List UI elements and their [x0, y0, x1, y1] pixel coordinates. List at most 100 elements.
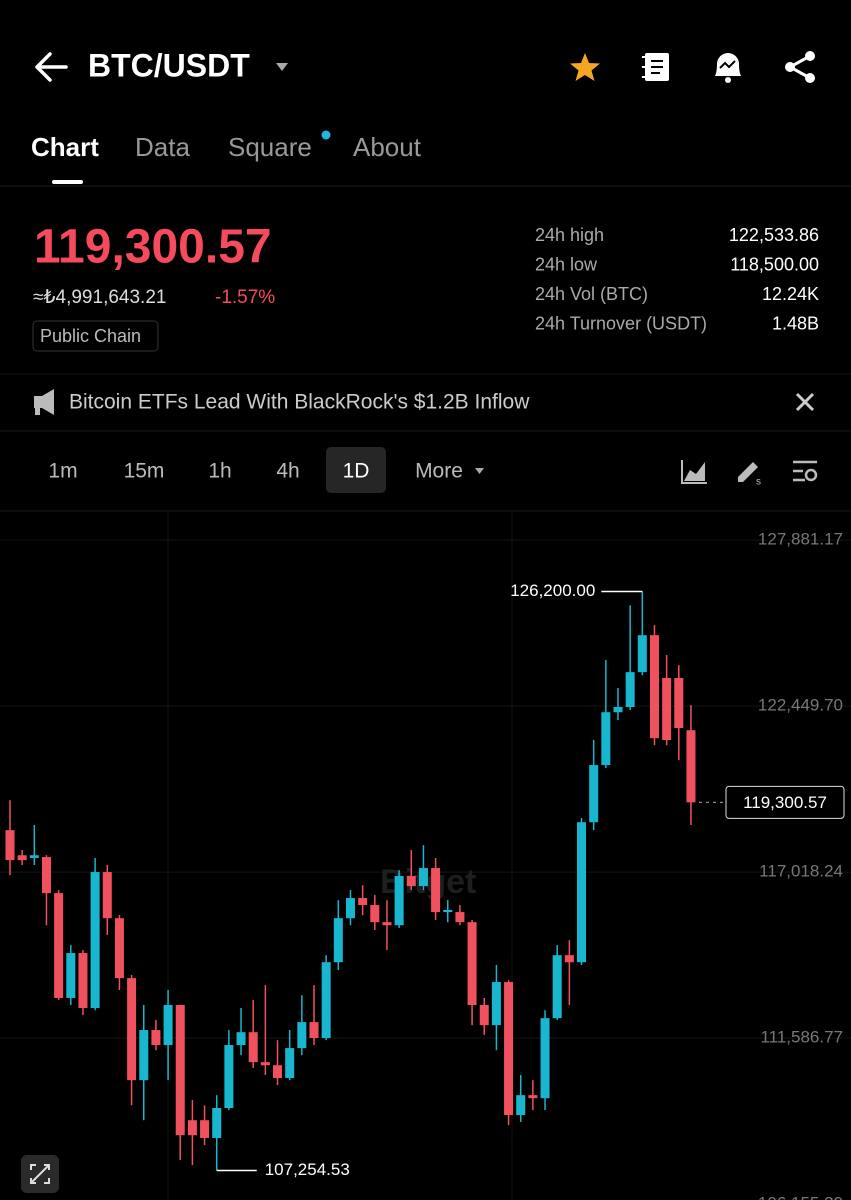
watermark: Bitget: [380, 863, 476, 901]
candle-body: [224, 1045, 234, 1108]
favorite-icon[interactable]: [570, 53, 600, 81]
candle-body: [491, 982, 501, 1026]
news-icon: [34, 389, 54, 415]
pair-title[interactable]: BTC/USDT: [88, 47, 250, 83]
stat-value: 12.24K: [762, 284, 819, 304]
tab[interactable]: Data: [135, 132, 190, 162]
candle-body: [577, 822, 587, 963]
candle-body: [90, 872, 100, 1009]
stat-value: 1.48B: [772, 313, 819, 333]
candle-body: [345, 898, 355, 919]
candle-body: [29, 855, 39, 858]
tab[interactable]: Square: [228, 132, 312, 162]
y-tick-label: 106,155.30: [758, 1194, 843, 1200]
annotation-label: 107,254.53: [265, 1160, 350, 1179]
candle-body: [674, 677, 684, 729]
draw-icon[interactable]: s: [738, 462, 761, 488]
candle-body: [516, 1095, 526, 1116]
chart: Bitget 127,881.17 122,449.70 117,018.24 111,…: [0, 512, 851, 1200]
candle-body: [370, 905, 380, 923]
candle-body: [54, 893, 64, 998]
y-tick-label: 111,586.77: [760, 1028, 843, 1047]
notes-icon[interactable]: [642, 53, 669, 81]
timeframe[interactable]: 1h: [208, 460, 231, 483]
candle-body: [552, 955, 562, 1019]
candle-body: [662, 677, 672, 741]
candle-body: [382, 922, 392, 926]
fiat-price: ≈₺4,991,643.21: [33, 287, 166, 308]
news-text[interactable]: Bitcoin ETFs Lead With BlackRock's $1.2B…: [69, 391, 530, 414]
candle-body: [443, 909, 453, 913]
stat-label: 24h Vol (BTC): [535, 284, 648, 304]
candle-body: [394, 876, 404, 926]
stat-value: 118,500.00: [730, 254, 819, 274]
fullscreen-button[interactable]: [21, 1155, 59, 1193]
alert-icon[interactable]: [715, 53, 741, 83]
current-price-label: 119,300.57: [743, 793, 827, 812]
candle-body: [418, 868, 428, 887]
stat-label: 24h high: [535, 225, 604, 245]
y-tick-label: 127,881.17: [758, 530, 843, 549]
share-icon[interactable]: [785, 51, 815, 83]
candle-body: [321, 962, 331, 1039]
candle-body: [528, 1095, 538, 1099]
candle-body: [297, 1022, 307, 1049]
candle-body: [564, 955, 574, 963]
candle-body: [114, 918, 124, 979]
candle-body: [212, 1107, 222, 1138]
tag-label[interactable]: Public Chain: [40, 326, 141, 346]
candle-body: [601, 712, 611, 766]
candle-body: [358, 898, 368, 906]
candle-body: [455, 912, 465, 923]
candle-body: [17, 855, 27, 861]
tab[interactable]: Chart: [31, 132, 99, 162]
candle-body: [163, 1004, 173, 1046]
candle-body: [260, 1062, 270, 1066]
last-price: 119,300.57: [34, 221, 272, 274]
current-price-box: [725, 785, 845, 819]
stat-label: 24h low: [535, 254, 598, 274]
candle-body: [613, 706, 623, 713]
chart-type-icon[interactable]: [681, 460, 707, 484]
candle-body: [625, 672, 635, 707]
pair-dropdown[interactable]: [276, 63, 288, 71]
back-button[interactable]: [35, 52, 68, 82]
more-dropdown[interactable]: [475, 468, 484, 474]
candle-body: [236, 1032, 246, 1046]
candle-body: [686, 730, 696, 803]
candle-body: [431, 868, 441, 913]
candle-body: [248, 1032, 258, 1063]
timeframe[interactable]: More: [415, 460, 463, 483]
price-change: -1.57%: [215, 287, 275, 308]
tag-box[interactable]: [32, 320, 159, 352]
timeframe[interactable]: 1D: [343, 460, 370, 483]
timeframe[interactable]: 1m: [48, 460, 77, 483]
y-tick-label: 122,449.70: [758, 696, 843, 715]
timeframe[interactable]: 15m: [124, 460, 165, 483]
candle-body: [151, 1030, 161, 1046]
candle-body: [467, 922, 477, 1005]
candle-body: [406, 876, 416, 887]
candle-body: [5, 830, 15, 861]
tab[interactable]: About: [353, 132, 422, 162]
candle-body: [649, 635, 659, 739]
candle-body: [540, 1018, 550, 1099]
candle-body: [333, 918, 343, 963]
y-tick-label: 117,018.24: [759, 862, 843, 881]
active-tab-indicator: [52, 180, 83, 184]
candle-body: [589, 765, 599, 823]
close-news[interactable]: [795, 392, 815, 412]
candle-body: [187, 1120, 197, 1136]
candle-body: [175, 1004, 185, 1136]
candle-body: [66, 953, 76, 998]
icon-glyph: s: [756, 477, 761, 488]
notification-dot: [321, 130, 331, 140]
candle-body: [637, 635, 647, 673]
settings-icon[interactable]: [793, 460, 818, 482]
candle-body: [504, 982, 514, 1116]
timeframe[interactable]: 4h: [276, 460, 299, 483]
candle-body: [200, 1120, 210, 1138]
